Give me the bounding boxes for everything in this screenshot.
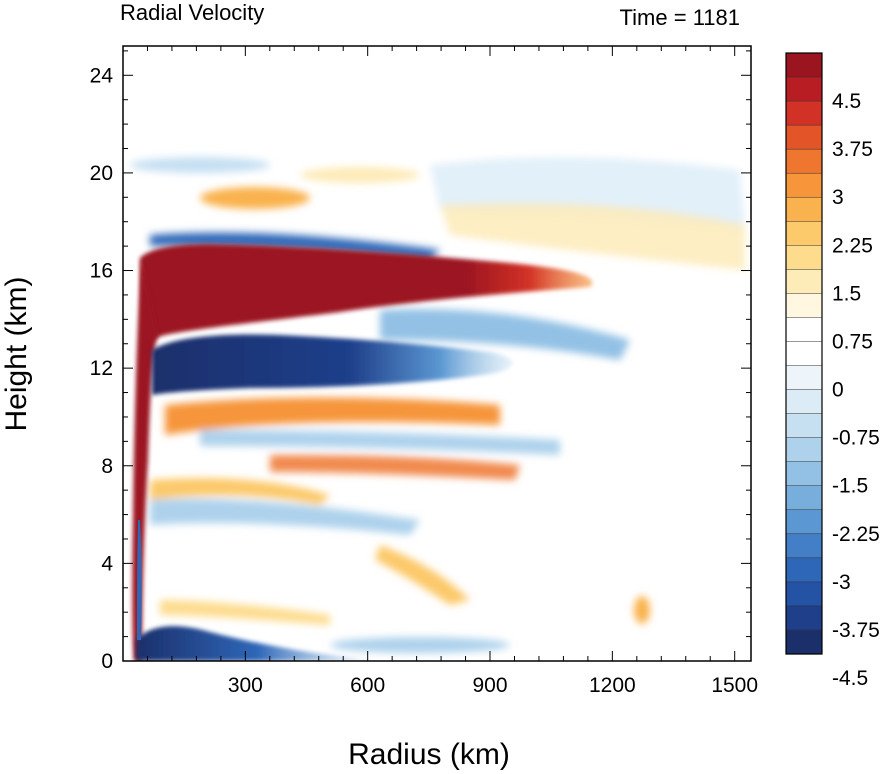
colorbar-label: 3 (832, 186, 844, 209)
colorbar-swatch (785, 485, 823, 511)
y-axis-label: Height (km) (0, 276, 33, 431)
colorbar-swatch (785, 196, 823, 222)
colorbar-swatch (785, 221, 823, 246)
x-tick-label: 1500 (711, 674, 758, 697)
colorbar-label: 3.75 (832, 138, 873, 161)
colorbar-label: -3.75 (832, 619, 880, 642)
feature-blue-lowmid (150, 498, 420, 535)
colorbar-swatch (785, 533, 823, 559)
feature-upper-outflow (140, 244, 593, 355)
x-tick-label: 600 (350, 674, 385, 697)
colorbar-swatch (785, 269, 823, 294)
x-axis-label: Radius (km) (348, 738, 510, 771)
feature-top-orange-blob (200, 187, 310, 209)
feature-blue-below-outflow (380, 309, 630, 360)
colorbar-swatch (785, 124, 823, 150)
x-tick-label: 900 (472, 674, 507, 697)
y-tick-label: 16 (90, 260, 113, 283)
colorbar-swatch (785, 605, 823, 631)
colorbar-label: -1.5 (832, 475, 868, 498)
colorbar-swatch (785, 100, 823, 126)
colorbar-swatch (785, 437, 823, 463)
colorbar-label: -0.75 (832, 427, 880, 450)
feature-orange-midlevel-2 (270, 455, 520, 480)
feature-orange-scattered (160, 600, 330, 625)
feature-orange-spot (634, 596, 650, 624)
colorbar-swatch (785, 629, 823, 655)
colorbar-swatch (785, 581, 823, 607)
colorbar-label: 0.75 (832, 330, 873, 353)
x-axis: 300 600 900 1200 1500 (146, 46, 758, 697)
chart-title-right: Time = 1181 (620, 5, 740, 30)
colorbar-swatch (785, 76, 823, 102)
feature-lower-inflow (136, 626, 380, 661)
colorbar-label: -4.5 (832, 667, 868, 690)
colorbar-swatch (785, 365, 823, 391)
feature-top-light-orange (300, 167, 420, 183)
y-tick-label: 8 (101, 455, 113, 478)
colorbar-swatch (785, 317, 823, 343)
heatmap-field (130, 157, 745, 661)
colorbar-swatch (785, 557, 823, 583)
feature-orange-midlevel (165, 397, 500, 435)
colorbar: 4.5 3.75 3 2.25 1.5 0.75 0 -0.75 -1.5 -2.25 -3 -3.7… (785, 52, 880, 690)
colorbar-swatch (785, 148, 823, 174)
colorbar-swatch (785, 509, 823, 535)
colorbar-label: -3 (832, 571, 851, 594)
plot-border (122, 45, 752, 662)
colorbar-swatch (785, 245, 823, 270)
colorbar-swatch (785, 293, 823, 318)
colorbar-label: 1.5 (832, 282, 861, 305)
y-tick-label: 12 (90, 357, 113, 380)
feature-top-blue (130, 157, 270, 173)
colorbar-swatch (785, 389, 823, 415)
x-tick-label: 1200 (589, 674, 636, 697)
chart-title-left: Radial Velocity (120, 0, 264, 25)
colorbar-label: 0 (832, 379, 844, 402)
y-tick-label: 4 (101, 552, 113, 575)
y-tick-label: 24 (90, 64, 114, 87)
colorbar-label: 2.25 (832, 234, 873, 257)
feature-lightblue-bottom (330, 637, 510, 653)
x-tick-label: 300 (228, 674, 263, 697)
colorbar-border (785, 52, 823, 655)
y-tick-label: 0 (101, 650, 113, 673)
colorbar-swatch (785, 52, 823, 78)
colorbar-swatch (785, 413, 823, 439)
feature-orange-low-2 (375, 545, 470, 605)
colorbar-label: -2.25 (832, 523, 880, 546)
colorbar-swatch (785, 461, 823, 487)
feature-mid-inflow (152, 334, 513, 395)
colorbar-swatch (785, 341, 823, 367)
feature-orange-low (150, 478, 330, 505)
colorbar-swatch (785, 172, 823, 198)
feature-blue-midlevel (200, 430, 560, 455)
feature-upper-light-orange (440, 203, 745, 270)
feature-eyewall-blue (137, 520, 142, 640)
y-axis: 0 4 8 12 16 20 24 (90, 50, 751, 673)
y-tick-label: 20 (90, 162, 113, 185)
colorbar-label: 4.5 (832, 90, 861, 113)
